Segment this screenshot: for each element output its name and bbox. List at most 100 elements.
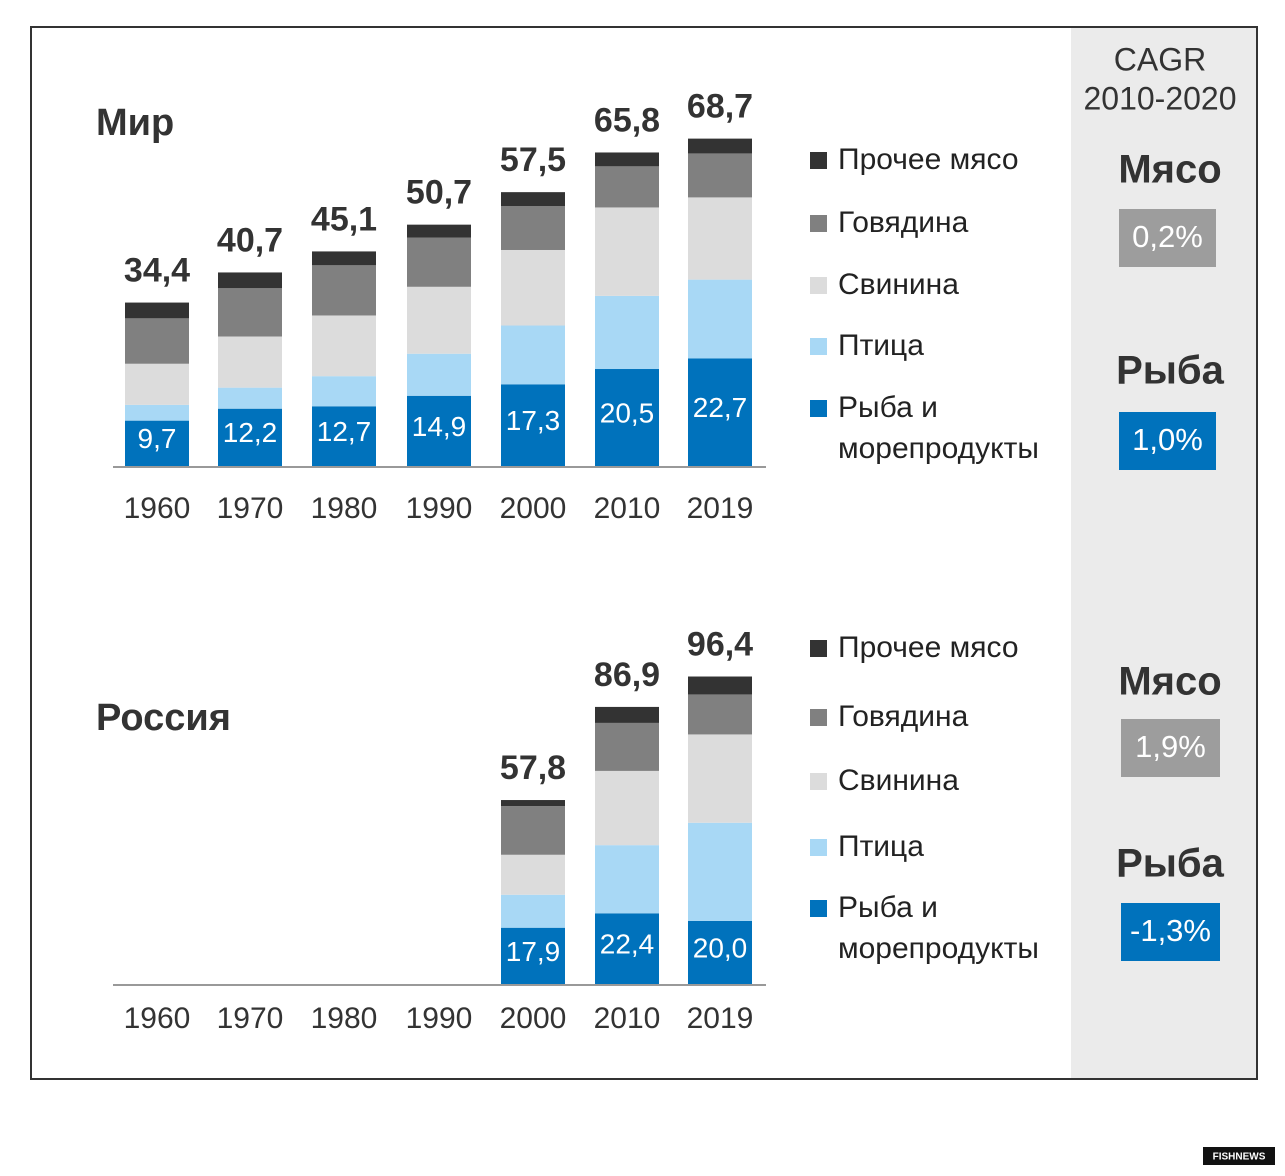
legend-swatch [810, 215, 827, 232]
bar-segment [595, 706, 659, 723]
legend-swatch [810, 640, 827, 657]
legend-swatch [810, 839, 827, 856]
x-tick-label: 2000 [500, 492, 567, 525]
legend-label: Рыба и морепродукты [838, 891, 1039, 965]
cagr-label: Мясо [1118, 660, 1221, 704]
chart-title: Россия [96, 697, 231, 739]
cagr-label: Мясо [1118, 148, 1221, 192]
bar-segment [407, 395, 471, 467]
total-label: 65,8 [594, 101, 660, 139]
bar-segment [595, 722, 659, 771]
bar-segment [312, 251, 376, 266]
cagr-value: 1,0% [1132, 422, 1203, 457]
value-label: 12,7 [317, 416, 372, 447]
total-label: 40,7 [217, 221, 283, 259]
total-label: 57,5 [500, 141, 566, 179]
bar-segment [595, 152, 659, 167]
frame [30, 26, 1258, 1080]
cagr-label: Рыба [1116, 842, 1225, 886]
bar-segment [595, 913, 659, 985]
total-label: 68,7 [687, 88, 753, 126]
bar-segment [312, 376, 376, 407]
value-label: 22,4 [600, 929, 655, 960]
x-tick-label: 1960 [124, 492, 191, 525]
bar-segment [501, 206, 565, 250]
bar-segment [501, 806, 565, 855]
cagr-label: Рыба [1116, 349, 1225, 393]
bar-segment [407, 353, 471, 396]
legend-swatch [810, 709, 827, 726]
x-tick-label: 1990 [406, 492, 473, 525]
x-tick-label: 1970 [217, 1002, 284, 1035]
legend-label: Говядина [838, 700, 969, 733]
legend-swatch [810, 277, 827, 294]
bar-segment [501, 800, 565, 807]
x-tick-label: 2010 [594, 1002, 661, 1035]
cagr-value: 0,2% [1132, 219, 1203, 254]
bar-segment [501, 325, 565, 385]
value-label: 17,3 [506, 405, 561, 436]
value-label: 9,7 [138, 423, 177, 454]
bar-segment [688, 153, 752, 198]
bar-segment [688, 921, 752, 985]
x-tick-label: 1970 [217, 492, 284, 525]
bar-segment [501, 854, 565, 895]
x-tick-label: 1990 [406, 1002, 473, 1035]
chart-title: Мир [96, 102, 174, 144]
total-label: 96,4 [687, 626, 753, 664]
legend-label: Рыба и морепродукты [838, 391, 1039, 465]
legend-label: Птица [838, 329, 924, 362]
bar-segment [218, 288, 282, 337]
bar-segment [688, 676, 752, 695]
bar-segment [218, 336, 282, 388]
cagr-title: CAGR [1114, 41, 1206, 77]
total-label: 34,4 [124, 252, 190, 290]
x-tick-label: 2000 [500, 1002, 567, 1035]
legend-label: Свинина [838, 764, 959, 797]
legend-label: Прочее мясо [838, 143, 1019, 176]
bar-segment [312, 406, 376, 467]
cagr-value: 1,9% [1135, 729, 1206, 764]
bar-segment [312, 315, 376, 377]
legend-label: Прочее мясо [838, 631, 1019, 664]
bar-segment [125, 404, 189, 421]
x-tick-label: 1980 [311, 492, 378, 525]
bar-segment [688, 279, 752, 359]
legend-swatch [810, 773, 827, 790]
bar-segment [501, 894, 565, 928]
bar-segment [595, 770, 659, 846]
value-label: 12,2 [223, 417, 278, 448]
bar-segment [125, 302, 189, 319]
bar-segment [595, 166, 659, 208]
x-tick-label: 1960 [124, 1002, 191, 1035]
x-tick-label: 2010 [594, 492, 661, 525]
legend-swatch [810, 900, 827, 917]
bar-segment [312, 265, 376, 316]
bar-segment [125, 420, 189, 467]
bar-segment [125, 363, 189, 405]
value-label: 20,5 [600, 397, 655, 428]
bar-segment [407, 224, 471, 238]
bar-segment [595, 295, 659, 370]
legend-swatch [810, 152, 827, 169]
cagr-period: 2010-2020 [1083, 80, 1236, 116]
bar-segment [688, 358, 752, 467]
total-label: 45,1 [311, 200, 377, 238]
bar-segment [688, 822, 752, 921]
bar-segment [595, 207, 659, 296]
bar-segment [688, 734, 752, 823]
legend-swatch [810, 338, 827, 355]
bar-segment [125, 318, 189, 364]
bar-segment [501, 249, 565, 326]
bar-segment [501, 927, 565, 985]
bar-segment [595, 369, 659, 467]
value-label: 14,9 [412, 411, 467, 442]
value-label: 20,0 [693, 932, 748, 963]
cagr-box [1121, 719, 1220, 777]
bar-segment [407, 286, 471, 354]
bar-segment [688, 138, 752, 154]
value-label: 17,9 [506, 936, 561, 967]
bar-segment [218, 387, 282, 409]
total-label: 50,7 [406, 174, 472, 212]
